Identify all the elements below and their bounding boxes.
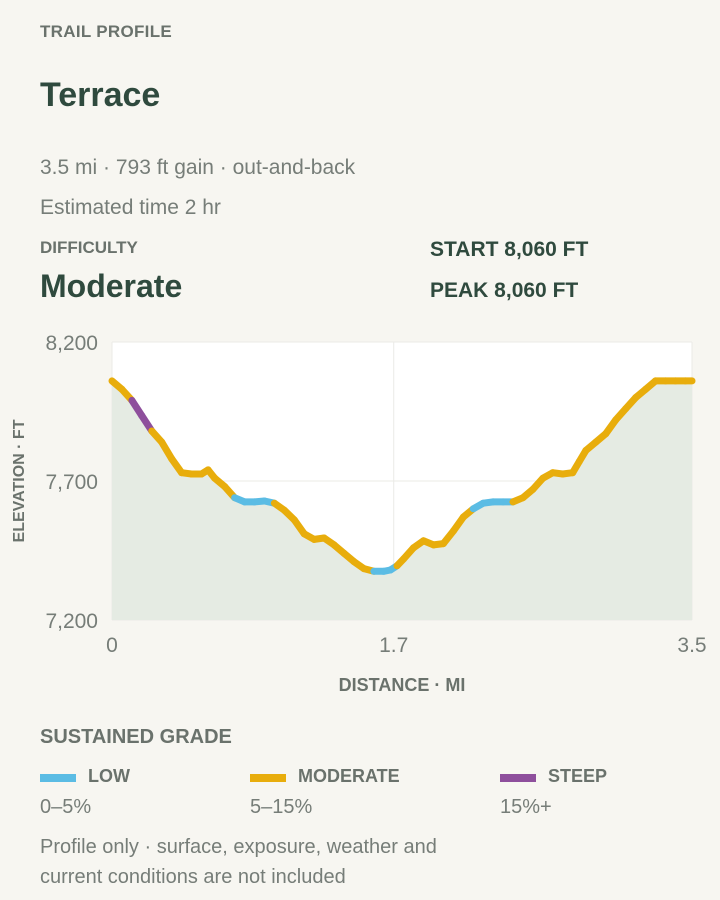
y-tick-label-0: 7,200 <box>45 610 98 633</box>
y-axis-ticks: 7,200 7,700 8,200 <box>45 332 98 633</box>
x-tick-label-0: 0 <box>106 634 118 657</box>
legend-range-steep: 15%+ <box>500 796 552 818</box>
trail-summary: 3.5 mi · 793 ft gain · out-and-back <box>40 156 356 179</box>
x-axis-label: DISTANCE · MI <box>339 675 466 695</box>
y-tick-label-2: 8,200 <box>45 332 98 355</box>
legend-swatch-low <box>40 774 76 782</box>
difficulty-label: DIFFICULTY <box>40 238 138 257</box>
legend-swatch-moderate <box>250 774 286 782</box>
legend-title: SUSTAINED GRADE <box>40 726 232 748</box>
disclaimer-line-2: current conditions are not included <box>40 866 346 888</box>
x-tick-label-2: 3.5 <box>677 634 706 657</box>
eyebrow-label: TRAIL PROFILE <box>40 22 173 41</box>
legend-name-steep: STEEP <box>548 766 608 786</box>
elevation-area <box>112 380 692 620</box>
peak-elevation: PEAK 8,060 FT <box>430 279 579 302</box>
difficulty-value: Moderate <box>40 268 183 304</box>
legend-name-moderate: MODERATE <box>298 766 400 786</box>
disclaimer-line-1: Profile only · surface, exposure, weathe… <box>40 836 437 858</box>
legend-swatch-steep <box>500 774 536 782</box>
x-tick-label-1: 1.7 <box>379 634 408 657</box>
elevation-chart: 0 1.7 3.5 7,200 7,700 8,200 DISTANCE · MI EL… <box>11 332 707 695</box>
legend-name-low: LOW <box>88 766 130 786</box>
start-elevation: START 8,060 FT <box>430 238 589 261</box>
y-tick-label-1: 7,700 <box>45 471 98 494</box>
legend-range-low: 0–5% <box>40 796 92 818</box>
disclaimer-note: Profile only · surface, exposure, weathe… <box>40 832 437 892</box>
legend-range-moderate: 5–15% <box>250 796 313 818</box>
estimated-time: Estimated time 2 hr <box>40 196 221 219</box>
y-axis-label: ELEVATION · FT <box>11 419 28 542</box>
x-axis-ticks: 0 1.7 3.5 <box>106 634 706 657</box>
elevation-line <box>108 377 696 575</box>
trail-name: Terrace <box>40 76 161 114</box>
